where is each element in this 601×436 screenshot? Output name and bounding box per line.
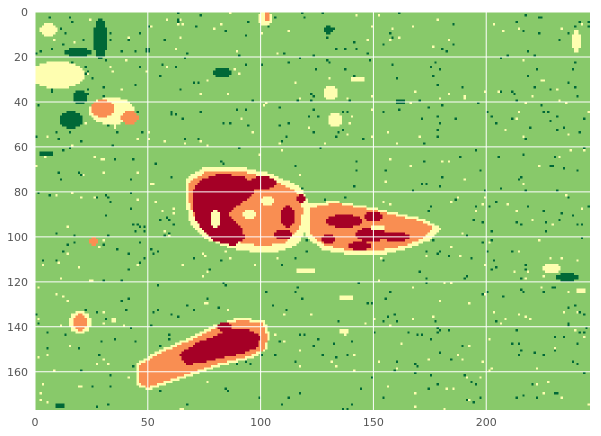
y-tick-label: 0 bbox=[21, 6, 28, 19]
grid-lines bbox=[34, 11, 590, 410]
x-tick-label: 50 bbox=[141, 416, 155, 429]
y-tick-label: 100 bbox=[7, 231, 28, 244]
tick-labels: 0 50 100 150 200 0 20 40 60 80 100 120 140 160 bbox=[7, 6, 497, 429]
y-tick-label: 20 bbox=[14, 51, 28, 64]
y-tick-label: 140 bbox=[7, 321, 28, 334]
y-tick-label: 80 bbox=[14, 186, 28, 199]
x-tick-label: 200 bbox=[476, 416, 497, 429]
y-tick-label: 120 bbox=[7, 276, 28, 289]
x-tick-label: 0 bbox=[32, 416, 39, 429]
x-tick-label: 100 bbox=[250, 416, 271, 429]
heatmap-layer bbox=[35, 12, 590, 410]
y-tick-label: 60 bbox=[14, 141, 28, 154]
heatmap-cells bbox=[35, 12, 590, 410]
x-tick-label: 150 bbox=[363, 416, 384, 429]
y-tick-label: 160 bbox=[7, 366, 28, 379]
y-tick-label: 40 bbox=[14, 96, 28, 109]
